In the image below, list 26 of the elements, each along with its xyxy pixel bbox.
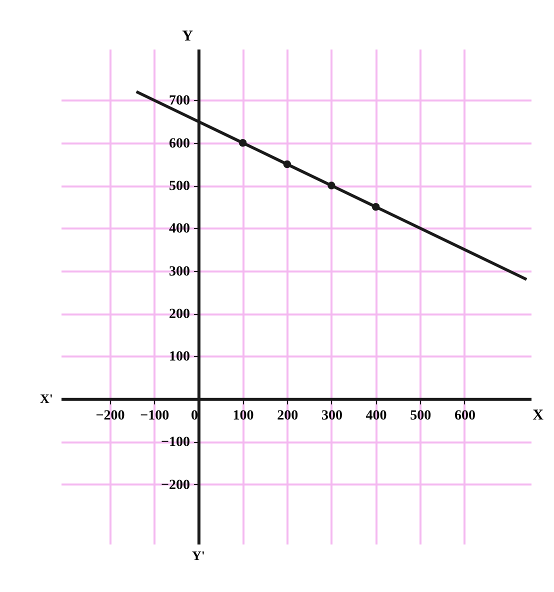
x-tick-label: 300 bbox=[321, 408, 342, 424]
x-tick-label: 600 bbox=[454, 408, 476, 424]
point bbox=[283, 160, 292, 168]
text: Y' bbox=[192, 548, 205, 563]
y-tick-label: 400 bbox=[168, 222, 190, 237]
y-tick-label: 100 bbox=[168, 350, 190, 365]
y-tick-label: 500 bbox=[168, 179, 190, 194]
y-tick-label: 300 bbox=[168, 264, 190, 280]
x-tick-label: 200 bbox=[277, 408, 298, 424]
x-tick-label: −200 bbox=[96, 408, 125, 424]
x-tick-label: −100 bbox=[140, 408, 170, 424]
x-tick-label: 0 bbox=[190, 408, 198, 424]
y-tick-label: −200 bbox=[160, 478, 190, 493]
y-tick-label: 700 bbox=[168, 94, 190, 109]
point bbox=[238, 139, 247, 147]
y-tick-label: 600 bbox=[168, 136, 190, 152]
text: X' bbox=[40, 390, 53, 406]
point bbox=[372, 203, 380, 211]
x-tick-label: 100 bbox=[232, 408, 254, 424]
x-tick-label: 500 bbox=[410, 408, 432, 424]
x-tick-label: 400 bbox=[366, 408, 387, 424]
y-tick-label: 200 bbox=[168, 307, 190, 322]
y-tick-label: −100 bbox=[160, 435, 190, 450]
point bbox=[328, 182, 336, 190]
x-axis-title: X bbox=[532, 407, 544, 424]
y-axis-title: Y bbox=[182, 28, 194, 44]
